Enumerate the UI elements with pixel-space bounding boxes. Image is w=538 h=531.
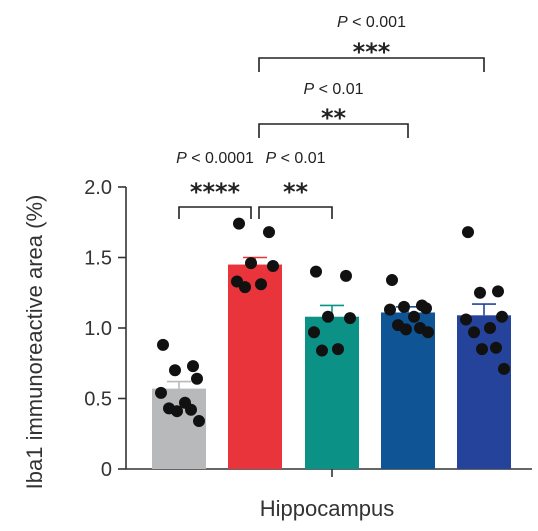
data-point (233, 217, 245, 230)
p-value-label: P < 0.0001 (176, 150, 254, 167)
data-point (263, 226, 275, 239)
data-point (344, 312, 356, 325)
significance-bracket (258, 123, 409, 138)
data-point (474, 286, 486, 299)
data-point (239, 281, 251, 294)
significance-stars: *** (353, 38, 391, 66)
bar (228, 264, 282, 469)
data-point (322, 310, 334, 323)
data-point (169, 364, 181, 377)
y-tick-label: 0 (101, 459, 112, 481)
significance-bracket (258, 206, 333, 219)
data-point (496, 310, 508, 323)
data-point (384, 303, 396, 316)
data-point (460, 313, 472, 326)
data-points (155, 217, 510, 428)
data-point (171, 405, 183, 418)
data-point (484, 322, 496, 334)
y-tick-label: 1.5 (84, 248, 112, 270)
axes: 0 0.5 1.0 1.5 2.0 (84, 177, 532, 481)
p-threshold: < 0.01 (314, 81, 363, 98)
data-point (490, 341, 502, 354)
data-point (155, 386, 167, 399)
data-point (267, 259, 279, 272)
data-point (193, 415, 205, 428)
data-point (398, 300, 410, 313)
p-threshold: < 0.01 (276, 150, 325, 167)
significance-stars: **** (190, 178, 241, 206)
p-symbol: P (265, 150, 276, 167)
data-point (498, 362, 510, 375)
data-point (255, 278, 267, 291)
data-point (157, 338, 169, 351)
data-point (308, 326, 320, 339)
data-point (316, 344, 328, 357)
p-symbol: P (303, 81, 314, 98)
p-symbol: P (176, 150, 187, 167)
y-tick-label: 2.0 (84, 177, 112, 199)
p-threshold: < 0.001 (348, 14, 406, 31)
x-axis-label: Hippocampus (260, 496, 395, 521)
data-point (191, 372, 203, 385)
significance-stars: ** (321, 104, 347, 132)
significance-stars: ** (283, 178, 309, 206)
data-point (185, 403, 197, 416)
data-point (476, 343, 488, 356)
bar (305, 316, 359, 469)
data-point (187, 360, 199, 373)
significance-bracket (258, 57, 485, 72)
y-tick-label: 0.5 (84, 389, 112, 411)
data-point (462, 226, 474, 239)
bar (381, 312, 435, 469)
p-symbol: P (337, 14, 348, 31)
data-point (400, 323, 412, 336)
data-point (408, 310, 420, 323)
significance-annotations: ****P < 0.0001**P < 0.01**P < 0.01***P <… (176, 14, 485, 219)
p-value-label: P < 0.001 (337, 14, 406, 31)
data-point (492, 285, 504, 298)
significance-bracket (178, 206, 252, 219)
data-point (245, 257, 257, 270)
y-axis-label: Iba1 immunoreactive area (%) (22, 195, 47, 490)
bar (152, 388, 206, 469)
data-point (420, 302, 432, 315)
p-value-label: P < 0.01 (265, 150, 325, 167)
p-value-label: P < 0.01 (303, 81, 363, 98)
p-threshold: < 0.0001 (187, 150, 254, 167)
data-point (422, 326, 434, 339)
data-point (468, 326, 480, 339)
bars (152, 256, 511, 469)
data-point (340, 269, 352, 282)
bar (457, 315, 511, 469)
data-point (386, 274, 398, 287)
data-point (310, 265, 322, 278)
y-tick-label: 1.0 (84, 318, 112, 340)
data-point (332, 343, 344, 356)
